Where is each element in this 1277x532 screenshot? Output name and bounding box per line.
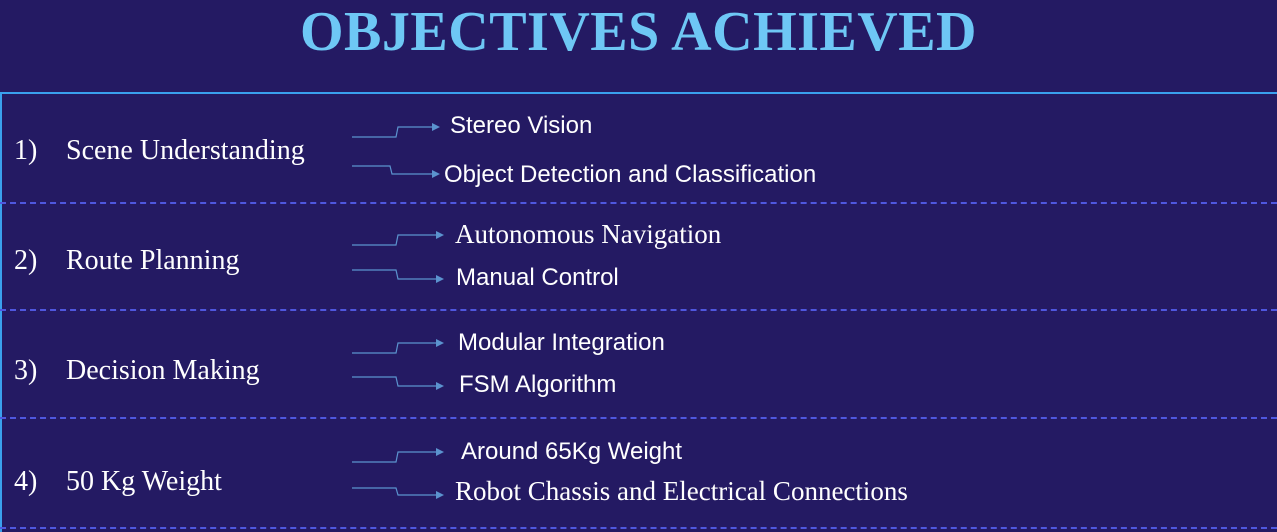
objective-label: Route Planning	[66, 245, 240, 276]
objective-label: Decision Making	[66, 355, 260, 386]
row-divider	[0, 309, 1277, 311]
arrow-icon	[352, 123, 440, 138]
objectives-table	[0, 92, 1277, 532]
row-divider	[0, 417, 1277, 419]
arrow-icon	[352, 376, 444, 390]
objective-number: 4)	[14, 466, 38, 497]
sub-item: Around 65Kg Weight	[461, 438, 683, 465]
arrow-icon	[352, 339, 444, 354]
sub-item: Autonomous Navigation	[455, 219, 722, 249]
arrow-icon	[352, 487, 444, 499]
objective-label: Scene Understanding	[66, 135, 305, 166]
arrow-icon	[352, 231, 444, 246]
arrow-icon	[352, 165, 440, 178]
page-title: OBJECTIVES ACHIEVED	[299, 1, 977, 63]
objective-number: 2)	[14, 245, 38, 276]
sub-item: FSM Algorithm	[459, 371, 617, 398]
row-divider	[0, 202, 1277, 204]
arrow-icon	[352, 269, 444, 283]
sub-item: Object Detection and Classification	[444, 161, 817, 188]
sub-item: Stereo Vision	[450, 112, 593, 139]
objective-number: 1)	[14, 135, 38, 166]
sub-item: Manual Control	[456, 264, 619, 291]
sub-item: Robot Chassis and Electrical Connections	[455, 476, 908, 506]
objective-label: 50 Kg Weight	[66, 466, 222, 497]
objective-number: 3)	[14, 355, 38, 386]
arrow-icon	[352, 448, 444, 463]
row-divider	[0, 527, 1277, 529]
sub-item: Modular Integration	[458, 329, 665, 356]
